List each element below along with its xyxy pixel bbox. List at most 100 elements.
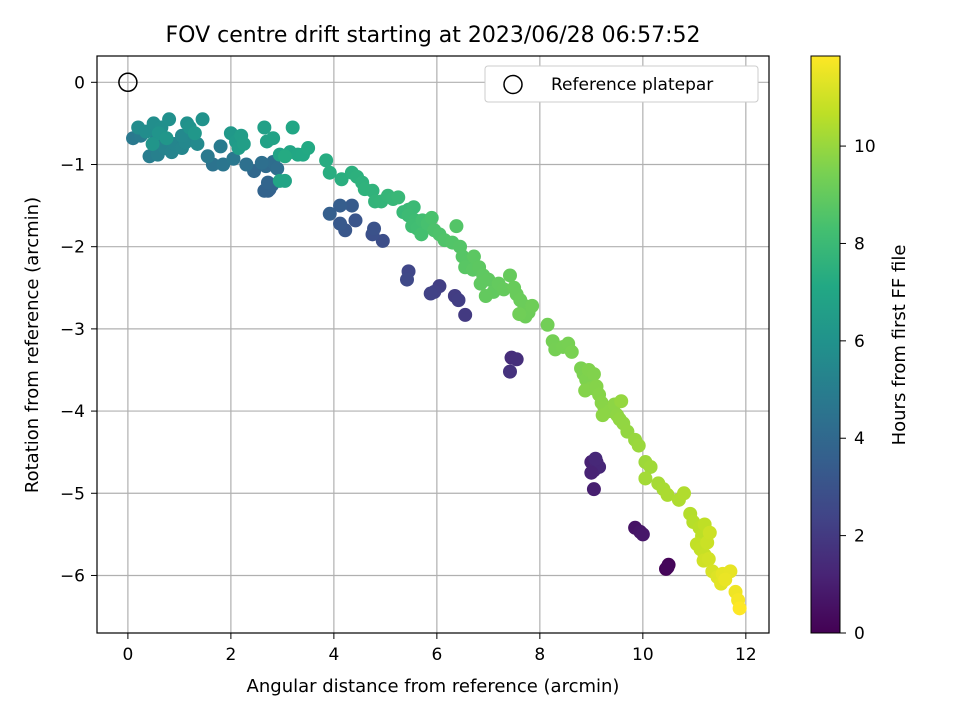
grid-lines xyxy=(97,56,769,633)
colorbar-tick-label: 6 xyxy=(854,332,865,352)
data-point xyxy=(277,149,292,164)
y-tick-label: 0 xyxy=(74,73,85,93)
data-point xyxy=(187,126,202,141)
data-point xyxy=(614,394,629,409)
data-point xyxy=(584,465,599,480)
data-point xyxy=(266,131,281,146)
x-axis-ticks: 0 2 4 6 8 10 12 xyxy=(122,633,757,665)
data-point xyxy=(195,112,210,127)
data-point xyxy=(319,153,334,168)
data-point xyxy=(424,210,439,225)
data-point xyxy=(496,282,511,297)
data-point xyxy=(502,364,517,379)
data-point xyxy=(375,233,390,248)
data-point xyxy=(586,367,601,382)
x-tick-label: 2 xyxy=(225,645,236,665)
data-point xyxy=(272,173,287,188)
data-point xyxy=(466,249,481,264)
y-tick-label: −3 xyxy=(60,320,85,340)
data-point xyxy=(509,352,524,367)
legend-box xyxy=(484,65,759,103)
data-point xyxy=(257,120,272,135)
data-point xyxy=(502,268,517,283)
data-point xyxy=(414,227,429,242)
data-point xyxy=(344,198,359,213)
data-point xyxy=(660,560,675,575)
data-point xyxy=(586,482,601,497)
data-point xyxy=(660,487,675,502)
colorbar-tick-label: 10 xyxy=(854,137,876,157)
data-point xyxy=(301,141,316,156)
colorbar-tick-label: 0 xyxy=(854,624,865,644)
data-point xyxy=(322,165,337,180)
data-point xyxy=(595,408,610,423)
y-axis-label: Rotation from reference (arcmin) xyxy=(22,197,43,493)
data-point xyxy=(333,216,348,231)
x-tick-label: 10 xyxy=(632,645,654,665)
colorbar-label: Hours from first FF file xyxy=(889,245,910,446)
x-axis-label: Angular distance from reference (arcmin) xyxy=(247,676,620,697)
data-point xyxy=(635,527,650,542)
colorbar-tick-label: 8 xyxy=(854,234,865,254)
colorbar-tick-label: 2 xyxy=(854,527,865,547)
data-point xyxy=(423,286,438,301)
data-point xyxy=(578,383,593,398)
data-point xyxy=(239,157,254,172)
colorbar: 0 2 4 6 8 10 Hours from first FF file xyxy=(810,55,910,644)
data-point xyxy=(285,120,300,135)
data-point xyxy=(643,459,658,474)
data-point xyxy=(677,486,692,501)
data-point xyxy=(391,190,406,205)
y-axis-ticks: 0 −1 −2 −3 −4 −5 −6 xyxy=(60,73,97,586)
colorbar-ticks: 0 2 4 6 8 10 xyxy=(840,137,876,644)
y-tick-label: −1 xyxy=(60,155,85,175)
data-point xyxy=(260,175,275,190)
data-point xyxy=(159,131,174,146)
data-point xyxy=(399,272,414,287)
data-point xyxy=(478,289,493,304)
data-point xyxy=(333,198,348,213)
data-point xyxy=(540,317,555,332)
data-point xyxy=(200,149,215,164)
data-point xyxy=(365,183,380,198)
data-point xyxy=(449,219,464,234)
data-point xyxy=(322,206,337,221)
data-point xyxy=(512,307,527,322)
data-point xyxy=(588,451,603,466)
x-tick-label: 8 xyxy=(534,645,545,665)
colorbar-gradient xyxy=(810,55,841,634)
y-tick-label: −4 xyxy=(60,402,85,422)
data-point xyxy=(213,139,228,154)
y-tick-label: −6 xyxy=(60,566,85,586)
data-point xyxy=(226,151,241,166)
data-point xyxy=(732,601,747,616)
data-point xyxy=(451,293,466,308)
plot-frame xyxy=(96,55,770,634)
data-point xyxy=(190,136,205,151)
data-point xyxy=(254,155,269,170)
chart-title: FOV centre drift starting at 2023/06/28 … xyxy=(166,23,701,48)
data-point xyxy=(631,438,646,453)
data-point xyxy=(216,157,231,172)
legend-reference-marker xyxy=(503,74,523,95)
reference-point-marker xyxy=(118,72,138,93)
data-point xyxy=(638,471,653,486)
x-tick-label: 6 xyxy=(431,645,442,665)
data-point xyxy=(525,298,540,313)
x-tick-label: 4 xyxy=(328,645,339,665)
data-point xyxy=(702,525,717,540)
data-points xyxy=(126,112,747,616)
data-point xyxy=(162,112,177,127)
colorbar-tick-label: 4 xyxy=(854,429,865,449)
data-point xyxy=(348,213,363,228)
x-tick-label: 0 xyxy=(122,645,133,665)
data-point xyxy=(458,307,473,322)
legend-label: Reference platepar xyxy=(551,75,713,95)
y-tick-label: −2 xyxy=(60,238,85,258)
data-point xyxy=(270,161,285,176)
data-point xyxy=(564,344,579,359)
data-point xyxy=(334,172,349,187)
data-point xyxy=(145,136,160,151)
legend: Reference platepar xyxy=(484,65,759,103)
